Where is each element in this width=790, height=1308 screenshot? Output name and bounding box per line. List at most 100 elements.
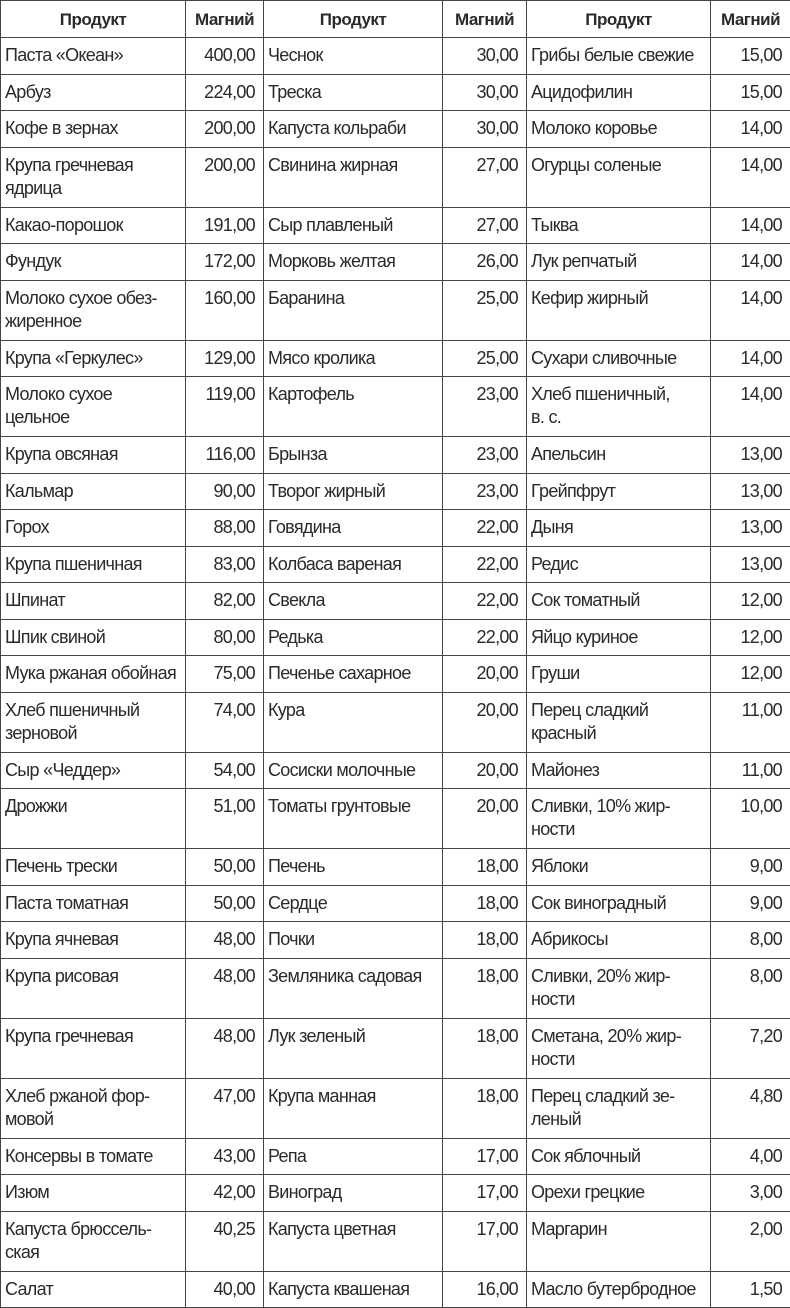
magnesium-cell: 40,00 (186, 1271, 264, 1308)
magnesium-cell: 30,00 (443, 38, 527, 75)
magnesium-cell: 18,00 (443, 885, 527, 922)
header-magnesium: Магний (186, 1, 264, 38)
magnesium-cell: 23,00 (443, 437, 527, 474)
product-cell: Лук зеленый (264, 1018, 443, 1078)
product-cell: Шпик свиной (1, 619, 186, 656)
magnesium-cell: 4,80 (711, 1078, 790, 1138)
product-cell: Дрожжи (1, 789, 186, 849)
product-cell: Крупа ячневая (1, 922, 186, 959)
product-cell: Грибы белые свежие (527, 38, 711, 75)
magnesium-cell: 13,00 (711, 546, 790, 583)
magnesium-cell: 13,00 (711, 473, 790, 510)
magnesium-cell: 17,00 (443, 1175, 527, 1212)
product-cell: Грейпфрут (527, 473, 711, 510)
magnesium-cell: 18,00 (443, 958, 527, 1018)
product-cell: Капуста кольраби (264, 111, 443, 148)
magnesium-cell: 20,00 (443, 692, 527, 752)
header-product: Продукт (1, 1, 186, 38)
product-cell: Творог жирный (264, 473, 443, 510)
product-cell: Масло бутербродное (527, 1271, 711, 1308)
product-cell: Яйцо куриное (527, 619, 711, 656)
magnesium-cell: 22,00 (443, 510, 527, 547)
magnesium-cell: 50,00 (186, 849, 264, 886)
product-cell: Крупа рисовая (1, 958, 186, 1018)
product-cell: Печенье сахарное (264, 656, 443, 693)
product-cell: Лук репчатый (527, 244, 711, 281)
magnesium-cell: 90,00 (186, 473, 264, 510)
product-cell: Крупа манная (264, 1078, 443, 1138)
magnesium-cell: 48,00 (186, 958, 264, 1018)
magnesium-cell: 27,00 (443, 147, 527, 207)
product-cell: Консервы в томате (1, 1138, 186, 1175)
product-cell: Брынза (264, 437, 443, 474)
magnesium-cell: 11,00 (711, 752, 790, 789)
magnesium-cell: 22,00 (443, 619, 527, 656)
product-cell: Капуста цветная (264, 1211, 443, 1271)
product-cell: Свекла (264, 583, 443, 620)
product-cell: Свинина жирная (264, 147, 443, 207)
magnesium-cell: 8,00 (711, 922, 790, 959)
product-cell: Ацидофилин (527, 74, 711, 111)
magnesium-cell: 25,00 (443, 340, 527, 377)
magnesium-cell: 12,00 (711, 619, 790, 656)
magnesium-cell: 75,00 (186, 656, 264, 693)
header-magnesium: Магний (711, 1, 790, 38)
magnesium-cell: 27,00 (443, 207, 527, 244)
magnesium-cell: 18,00 (443, 1018, 527, 1078)
product-cell: Колбаса вареная (264, 546, 443, 583)
magnesium-cell: 10,00 (711, 789, 790, 849)
product-cell: Крупа овсяная (1, 437, 186, 474)
magnesium-cell: 16,00 (443, 1271, 527, 1308)
product-cell: Редька (264, 619, 443, 656)
product-cell: Груши (527, 656, 711, 693)
product-cell: Хлеб пшеничный, в. с. (527, 377, 711, 437)
product-cell: Сердце (264, 885, 443, 922)
magnesium-cell: 83,00 (186, 546, 264, 583)
product-cell: Арбуз (1, 74, 186, 111)
magnesium-cell: 30,00 (443, 74, 527, 111)
magnesium-cell: 74,00 (186, 692, 264, 752)
magnesium-cell: 23,00 (443, 377, 527, 437)
magnesium-cell: 3,00 (711, 1175, 790, 1212)
magnesium-cell: 25,00 (443, 280, 527, 340)
magnesium-cell: 7,20 (711, 1018, 790, 1078)
magnesium-cell: 20,00 (443, 656, 527, 693)
product-cell: Печень (264, 849, 443, 886)
magnesium-cell: 191,00 (186, 207, 264, 244)
product-cell: Капуста квашеная (264, 1271, 443, 1308)
product-cell: Морковь желтая (264, 244, 443, 281)
product-cell: Перец сладкий зе- леный (527, 1078, 711, 1138)
product-cell: Крупа пшеничная (1, 546, 186, 583)
magnesium-cell: 48,00 (186, 1018, 264, 1078)
product-cell: Баранина (264, 280, 443, 340)
product-cell: Сметана, 20% жир- ности (527, 1018, 711, 1078)
magnesium-cell: 22,00 (443, 583, 527, 620)
magnesium-cell: 47,00 (186, 1078, 264, 1138)
product-cell: Хлеб ржаной фор- мовой (1, 1078, 186, 1138)
product-cell: Паста «Океан» (1, 38, 186, 75)
product-cell: Кефир жирный (527, 280, 711, 340)
product-cell: Орехи грецкие (527, 1175, 711, 1212)
product-cell: Изюм (1, 1175, 186, 1212)
product-cell: Почки (264, 922, 443, 959)
product-cell: Абрикосы (527, 922, 711, 959)
product-cell: Сок яблочный (527, 1138, 711, 1175)
product-cell: Крупа гречневая (1, 1018, 186, 1078)
product-cell: Маргарин (527, 1211, 711, 1271)
header-row: Продукт Магний Продукт Магний Продукт Ма… (1, 1, 790, 38)
magnesium-cell: 160,00 (186, 280, 264, 340)
